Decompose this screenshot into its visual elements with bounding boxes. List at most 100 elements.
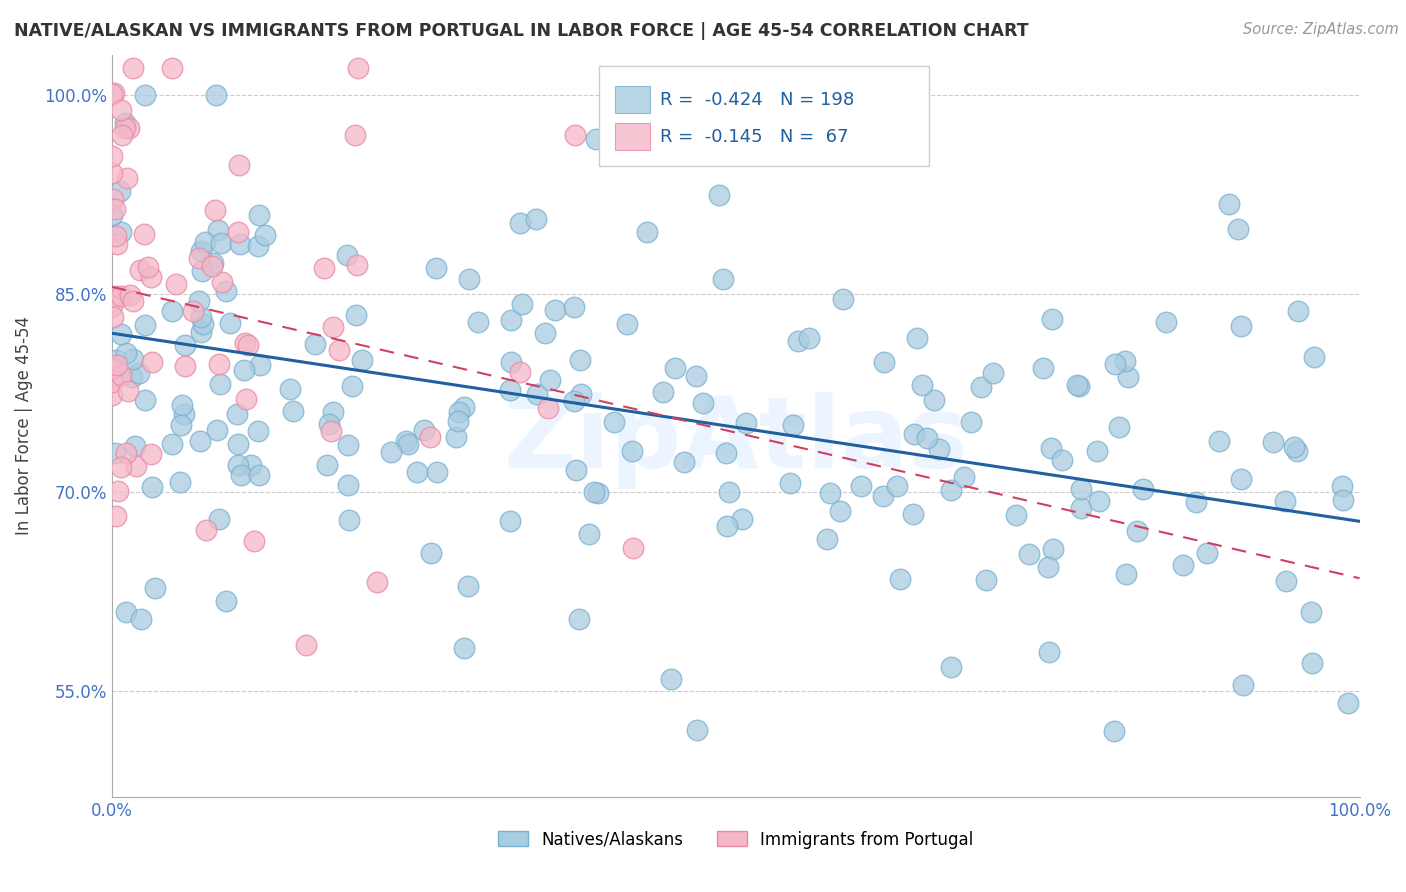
Point: [172, 398, 194, 412]
Point: [903, 426, 925, 441]
FancyBboxPatch shape: [614, 87, 650, 113]
Point: [101, 149, 124, 163]
Point: [233, 363, 256, 377]
Point: [121, 62, 143, 76]
Point: [1038, 559, 1060, 574]
Point: [1039, 441, 1062, 455]
Point: [107, 484, 129, 499]
Point: [1050, 452, 1073, 467]
Point: [1040, 312, 1063, 326]
Point: [344, 128, 367, 142]
Point: [1230, 318, 1253, 333]
Point: [524, 212, 547, 227]
Point: [336, 438, 359, 452]
Point: [786, 334, 808, 348]
Point: [928, 442, 950, 456]
Point: [1088, 493, 1111, 508]
Point: [104, 446, 127, 460]
Point: [1038, 645, 1060, 659]
Point: [122, 352, 145, 367]
Point: [134, 227, 156, 241]
Point: [108, 185, 131, 199]
Point: [499, 383, 522, 397]
Point: [1275, 574, 1298, 588]
Point: [115, 346, 138, 360]
Point: [344, 308, 367, 322]
Point: [711, 272, 734, 286]
Point: [544, 303, 567, 318]
Point: [564, 128, 586, 142]
Point: [139, 447, 162, 461]
Point: [420, 546, 443, 560]
Point: [105, 508, 128, 523]
Point: [457, 271, 479, 285]
Point: [905, 331, 928, 345]
Point: [630, 138, 652, 153]
Point: [233, 336, 256, 351]
Point: [457, 579, 479, 593]
Point: [1069, 378, 1091, 392]
Point: [1230, 472, 1253, 486]
Point: [872, 489, 894, 503]
Point: [1286, 443, 1309, 458]
Point: [246, 238, 269, 252]
Point: [110, 289, 132, 303]
Point: [413, 423, 436, 437]
Point: [903, 507, 925, 521]
Point: [453, 640, 475, 655]
Point: [110, 225, 132, 239]
Point: [120, 288, 142, 302]
Point: [426, 465, 449, 479]
Point: [1005, 508, 1028, 522]
Point: [939, 483, 962, 497]
Point: [380, 444, 402, 458]
Point: [1195, 546, 1218, 560]
Point: [886, 479, 908, 493]
Point: [110, 368, 132, 382]
Text: Source: ZipAtlas.com: Source: ZipAtlas.com: [1243, 22, 1399, 37]
Point: [121, 294, 143, 309]
Point: [405, 466, 427, 480]
Point: [586, 486, 609, 500]
Point: [510, 297, 533, 311]
Point: [228, 158, 250, 172]
Y-axis label: In Labor Force | Age 45-54: In Labor Force | Age 45-54: [15, 317, 32, 535]
Point: [103, 87, 125, 101]
Point: [1286, 304, 1309, 318]
Point: [970, 380, 993, 394]
Point: [190, 264, 212, 278]
Point: [1337, 696, 1360, 710]
Point: [337, 513, 360, 527]
Point: [1018, 547, 1040, 561]
Point: [828, 504, 851, 518]
Point: [129, 612, 152, 626]
Point: [105, 352, 128, 367]
Point: [281, 403, 304, 417]
Point: [129, 262, 152, 277]
Point: [1154, 315, 1177, 329]
Point: [1299, 606, 1322, 620]
Point: [1302, 351, 1324, 365]
Point: [114, 116, 136, 130]
Point: [115, 170, 138, 185]
Point: [447, 405, 470, 419]
Point: [1282, 440, 1305, 454]
Point: [101, 208, 124, 222]
Point: [110, 103, 132, 118]
Point: [121, 370, 143, 384]
Point: [1070, 483, 1092, 497]
Point: [107, 237, 129, 252]
Point: [564, 394, 586, 409]
Point: [782, 417, 804, 432]
Point: [190, 244, 212, 258]
Point: [247, 467, 270, 482]
Point: [101, 166, 124, 180]
Point: [254, 227, 277, 242]
Point: [202, 256, 225, 270]
Point: [731, 512, 754, 526]
Point: [235, 392, 257, 406]
Point: [215, 594, 238, 608]
Point: [1114, 354, 1136, 368]
Point: [501, 313, 523, 327]
Point: [396, 436, 419, 450]
